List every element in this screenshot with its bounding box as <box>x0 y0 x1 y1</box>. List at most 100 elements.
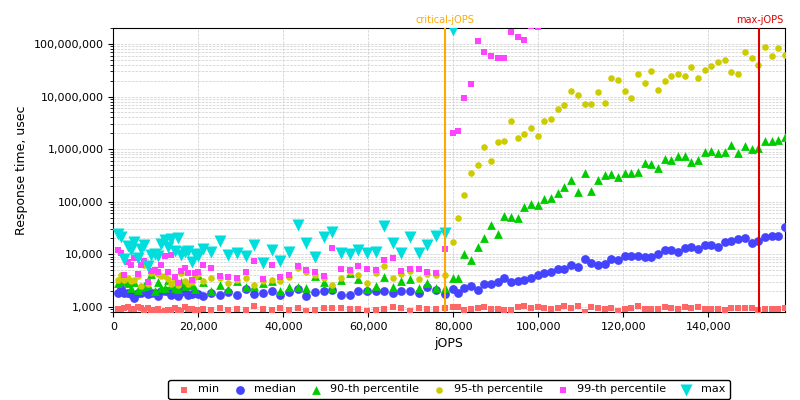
min <box>300 308 313 314</box>
90-th percentile <box>658 156 671 162</box>
min <box>318 305 330 312</box>
max <box>148 250 161 257</box>
95-th percentile <box>155 272 168 279</box>
99-th percentile <box>447 130 460 137</box>
min <box>618 305 631 312</box>
95-th percentile <box>478 144 490 151</box>
min <box>531 304 544 310</box>
90-th percentile <box>485 222 498 228</box>
95-th percentile <box>369 270 382 276</box>
95-th percentile <box>712 59 725 66</box>
min <box>114 306 127 312</box>
95-th percentile <box>343 269 356 276</box>
99-th percentile <box>142 279 154 286</box>
median <box>565 262 578 268</box>
max <box>404 234 417 240</box>
95-th percentile <box>638 80 651 86</box>
min <box>165 307 178 314</box>
min <box>571 303 584 309</box>
median <box>772 232 785 239</box>
max <box>182 247 194 254</box>
99-th percentile <box>172 280 185 286</box>
min <box>386 304 399 310</box>
90-th percentile <box>274 288 286 294</box>
95-th percentile <box>185 279 198 286</box>
min <box>175 308 188 314</box>
median <box>571 264 584 270</box>
Y-axis label: Response time, usec: Response time, usec <box>15 105 28 235</box>
max <box>282 249 295 256</box>
min <box>471 305 484 311</box>
max <box>168 248 181 254</box>
median <box>705 242 718 248</box>
90-th percentile <box>185 282 198 289</box>
min <box>369 306 382 313</box>
95-th percentile <box>558 102 571 108</box>
95-th percentile <box>565 88 578 94</box>
median <box>326 287 338 293</box>
max <box>378 223 390 230</box>
median <box>165 292 178 298</box>
95-th percentile <box>732 70 745 77</box>
90-th percentile <box>531 202 544 208</box>
min <box>491 306 504 312</box>
90-th percentile <box>525 201 538 208</box>
min <box>752 307 765 313</box>
min <box>145 306 158 313</box>
max <box>230 250 243 256</box>
max <box>114 234 127 241</box>
95-th percentile <box>352 272 365 278</box>
max <box>165 236 178 242</box>
min <box>395 305 408 311</box>
99-th percentile <box>465 81 478 87</box>
95-th percentile <box>672 70 685 77</box>
90-th percentile <box>118 278 130 284</box>
max <box>318 234 330 240</box>
95-th percentile <box>578 101 591 107</box>
90-th percentile <box>361 286 374 292</box>
max <box>158 237 171 243</box>
median <box>412 290 425 296</box>
median <box>738 235 751 241</box>
min <box>222 306 235 313</box>
min <box>698 306 711 312</box>
90-th percentile <box>291 284 304 290</box>
95-th percentile <box>172 282 185 288</box>
99-th percentile <box>134 262 147 268</box>
99-th percentile <box>182 270 194 276</box>
90-th percentile <box>257 279 270 286</box>
median <box>172 293 185 300</box>
min <box>645 306 658 312</box>
min <box>758 306 771 312</box>
median <box>205 290 218 296</box>
min <box>705 305 718 312</box>
99-th percentile <box>291 263 304 269</box>
90-th percentile <box>645 161 658 168</box>
95-th percentile <box>758 44 771 50</box>
max <box>291 222 304 229</box>
median <box>114 286 127 292</box>
90-th percentile <box>131 287 144 293</box>
min <box>291 305 304 312</box>
max <box>300 240 313 246</box>
95-th percentile <box>412 276 425 282</box>
95-th percentile <box>248 282 261 288</box>
90-th percentile <box>165 282 178 289</box>
95-th percentile <box>131 273 144 279</box>
median <box>386 290 399 296</box>
99-th percentile <box>257 276 270 282</box>
99-th percentile <box>222 274 235 281</box>
95-th percentile <box>678 73 691 79</box>
95-th percentile <box>175 270 188 276</box>
95-th percentile <box>326 282 338 289</box>
median <box>511 278 524 284</box>
90-th percentile <box>478 234 490 241</box>
median <box>618 253 631 260</box>
median <box>505 278 518 285</box>
90-th percentile <box>732 150 745 156</box>
90-th percentile <box>538 195 551 202</box>
90-th percentile <box>175 279 188 286</box>
99-th percentile <box>205 265 218 271</box>
99-th percentile <box>189 270 202 276</box>
median <box>185 291 198 298</box>
